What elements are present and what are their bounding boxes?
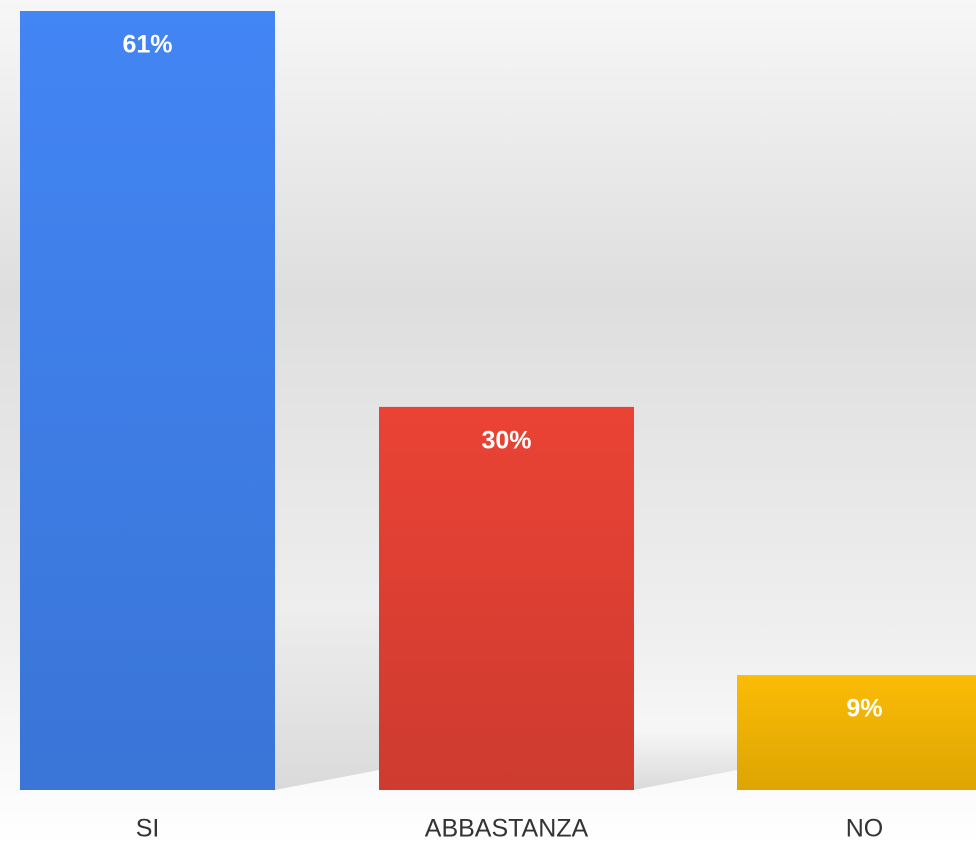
x-tick-label: SI xyxy=(136,815,160,843)
data-label: 61% xyxy=(122,31,172,59)
bar xyxy=(379,406,634,790)
bar xyxy=(737,675,976,790)
bar-shadow xyxy=(634,730,737,790)
bar-shadow xyxy=(275,606,379,790)
bar xyxy=(20,11,275,790)
x-tick-label: NO xyxy=(846,815,884,843)
data-label: 9% xyxy=(846,695,882,723)
data-label: 30% xyxy=(481,426,531,454)
x-tick-label: ABBASTANZA xyxy=(425,815,589,843)
